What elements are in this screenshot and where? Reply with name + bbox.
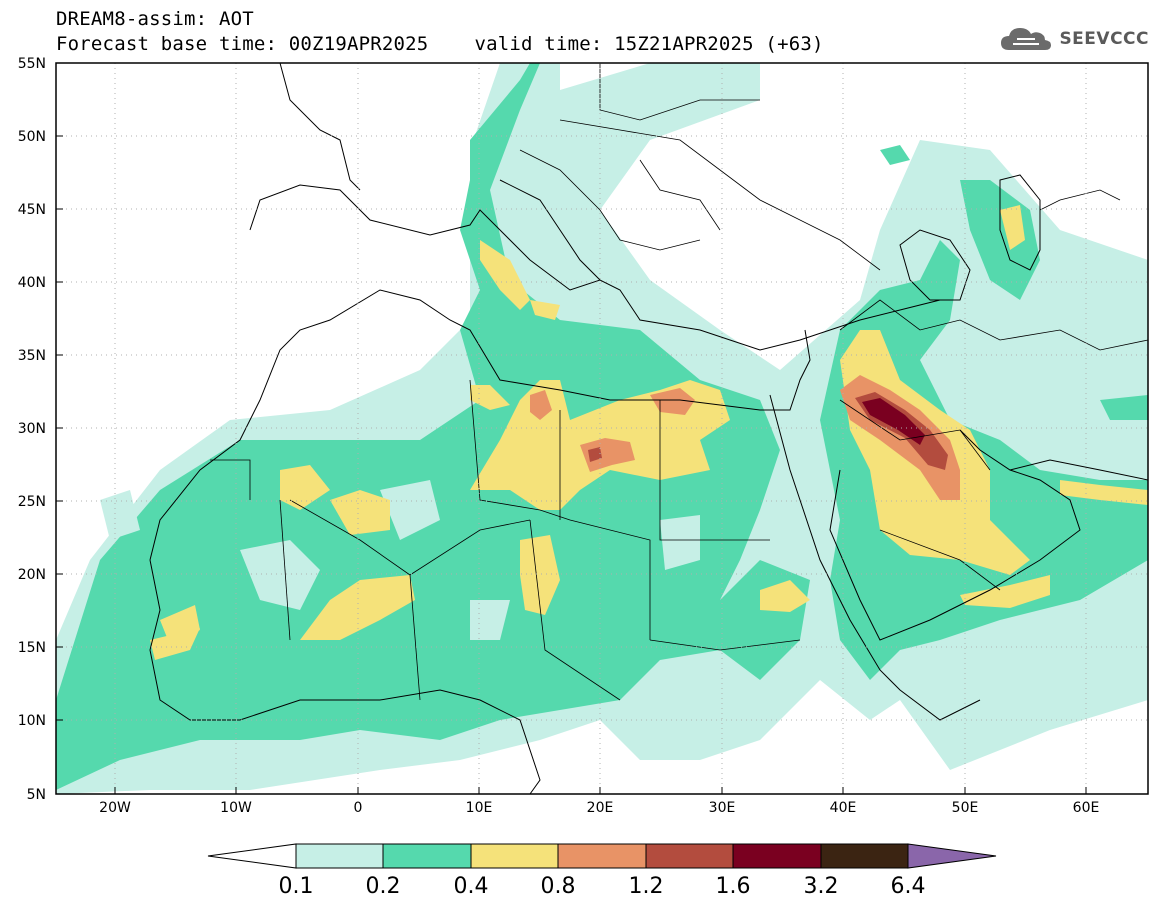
aot-level-6 (862, 398, 925, 445)
lat-label: 45N (18, 202, 46, 218)
lat-label: 15N (18, 640, 46, 656)
colorbar-label: 0.8 (541, 874, 576, 899)
colorbar-high-arrow (907, 843, 997, 869)
aot-level-1-holes (100, 480, 700, 640)
lon-labels: 20W 10W 0 10E 20E 30E 40E 50E 60E (99, 800, 1099, 816)
lon-label: 20E (587, 800, 614, 816)
colorbar-segment (557, 843, 647, 869)
base-time: Forecast base time: 00Z19APR2025 (56, 33, 429, 55)
colorbar-label: 3.2 (804, 874, 839, 899)
seevccc-logo: SEEVCCC (999, 24, 1149, 54)
lat-label: 30N (18, 421, 46, 437)
colorbar-label: 1.2 (629, 874, 664, 899)
coastlines (149, 63, 1148, 794)
logo-text: SEEVCCC (1059, 29, 1149, 49)
colorbar-label: 1.6 (716, 874, 751, 899)
colorbar-low-arrow (207, 843, 297, 869)
lon-label: 30E (709, 800, 736, 816)
lat-label: 10N (18, 713, 46, 729)
colorbar-label: 6.4 (891, 874, 926, 899)
lat-label: 55N (18, 56, 46, 72)
lat-label: 35N (18, 348, 46, 364)
lat-label: 25N (18, 494, 46, 510)
colorbar-label: 0.2 (366, 874, 401, 899)
lat-label: 40N (18, 275, 46, 291)
colorbar-segment (732, 843, 822, 869)
lon-label: 50E (952, 800, 979, 816)
lon-label: 10E (466, 800, 493, 816)
colorbar-segment (470, 843, 559, 869)
colorbar-label: 0.4 (454, 874, 489, 899)
lat-labels: 55N 50N 45N 40N 35N 30N 25N 20N 15N 10N … (18, 56, 46, 803)
lon-label: 0 (354, 800, 363, 816)
colorbar-segment (382, 843, 472, 869)
cloud-icon (1001, 28, 1052, 50)
lon-label: 40E (830, 800, 857, 816)
colorbar-segment (295, 843, 384, 869)
lon-label: 20W (99, 800, 131, 816)
lon-label: 60E (1073, 800, 1100, 816)
valid-time: valid time: 15Z21APR2025 (+63) (474, 33, 824, 55)
colorbar-label: 0.1 (279, 874, 314, 899)
lat-label: 20N (18, 567, 46, 583)
graticule (56, 63, 1148, 794)
colorbar (207, 843, 997, 869)
aot-field (56, 63, 1148, 794)
lat-label: 50N (18, 129, 46, 145)
map-title: DREAM8-assim: AOT (56, 8, 254, 30)
time-info: Forecast base time: 00Z19APR2025 valid ti… (56, 33, 824, 55)
tick-marks (56, 135, 1087, 794)
colorbar-segment (820, 843, 909, 869)
country-borders (210, 63, 1148, 701)
colorbar-labels: 0.1 0.2 0.4 0.8 1.2 1.6 3.2 6.4 (279, 874, 926, 899)
lon-label: 10W (220, 800, 252, 816)
lat-label: 5N (27, 787, 46, 803)
colorbar-segment (645, 843, 734, 869)
